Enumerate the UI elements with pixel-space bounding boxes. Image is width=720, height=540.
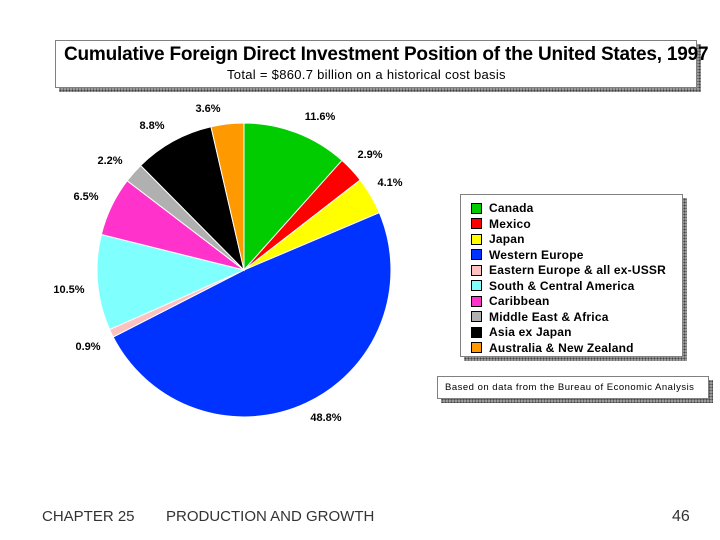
- legend-swatch-asia-ex-japan: [471, 326, 482, 338]
- pie-slice-australia-nz: [210, 122, 245, 271]
- chart-title: Cumulative Foreign Direct Investment Pos…: [64, 44, 709, 65]
- pie-label-western-europe: 48.8%: [310, 412, 341, 424]
- legend-item-japan: Japan: [471, 232, 525, 246]
- legend-label-south-central-america: South & Central America: [489, 278, 635, 293]
- legend-swatch-south-central-america: [471, 280, 482, 291]
- legend-label-mexico: Mexico: [489, 216, 531, 231]
- pie-label-japan: 4.1%: [377, 177, 402, 189]
- legend-swatch-western-europe: [471, 249, 482, 260]
- legend-item-south-central-america: South & Central America: [471, 279, 635, 293]
- pie-label-caribbean: 6.5%: [73, 191, 98, 203]
- pie-label-mexico: 2.9%: [357, 149, 382, 161]
- pie-label-canada: 11.6%: [305, 111, 336, 123]
- pie-label-eastern-europe: 0.9%: [75, 341, 100, 353]
- legend-label-western-europe: Western Europe: [489, 247, 584, 262]
- legend-item-mexico: Mexico: [471, 217, 531, 231]
- legend-label-canada: Canada: [489, 201, 534, 215]
- chart-subtitle: Total = $860.7 billion on a historical c…: [227, 67, 506, 82]
- legend-label-eastern-europe: Eastern Europe & all ex-USSR: [489, 263, 666, 277]
- pie-label-middle-east-africa: 2.2%: [97, 155, 122, 167]
- chart-title-box: Cumulative Foreign Direct Investment Pos…: [55, 40, 709, 88]
- pie-label-asia-ex-japan: 8.8%: [139, 120, 164, 132]
- legend-swatch-canada: [471, 202, 482, 214]
- legend-label-australia-nz: Australia & New Zealand: [489, 340, 634, 355]
- legend-swatch-middle-east-africa: [471, 311, 482, 322]
- legend-item-asia-ex-japan: Asia ex Japan: [471, 325, 572, 339]
- legend-swatch-japan: [471, 233, 482, 245]
- legend-label-caribbean: Caribbean: [489, 294, 550, 308]
- pie-slice-asia-ex-japan: [139, 126, 245, 272]
- legend-item-western-europe: Western Europe: [471, 248, 584, 262]
- legend-item-middle-east-africa: Middle East & Africa: [471, 310, 609, 324]
- legend-item-canada: Canada: [471, 201, 534, 215]
- chapter-label: CHAPTER 25: [42, 508, 135, 525]
- pie-label-south-central-america: 10.5%: [53, 284, 84, 296]
- legend-swatch-eastern-europe: [471, 264, 482, 276]
- legend-item-caribbean: Caribbean: [471, 294, 549, 308]
- legend-swatch-mexico: [471, 218, 482, 229]
- legend-swatch-australia-nz: [471, 342, 482, 353]
- page-number: 46: [672, 508, 690, 525]
- chapter-title: PRODUCTION AND GROWTH: [166, 508, 375, 525]
- pie-label-australia-nz: 3.6%: [195, 103, 220, 115]
- legend-label-asia-ex-japan: Asia ex Japan: [489, 325, 572, 339]
- pie-slice-canada: [243, 122, 343, 272]
- source-note: Based on data from the Bureau of Economi…: [445, 382, 695, 393]
- legend-label-japan: Japan: [489, 232, 525, 246]
- pie-slice-western-europe: [112, 211, 392, 418]
- legend-item-australia-nz: Australia & New Zealand: [471, 341, 634, 355]
- legend: Canada Mexico Japan Western Europe Easte…: [460, 194, 683, 357]
- legend-swatch-caribbean: [471, 295, 482, 307]
- legend-label-middle-east-africa: Middle East & Africa: [489, 309, 609, 324]
- legend-item-eastern-europe: Eastern Europe & all ex-USSR: [471, 263, 666, 277]
- source-note-box: Based on data from the Bureau of Economi…: [437, 376, 709, 399]
- pie-slice-south-central-america: [96, 233, 246, 331]
